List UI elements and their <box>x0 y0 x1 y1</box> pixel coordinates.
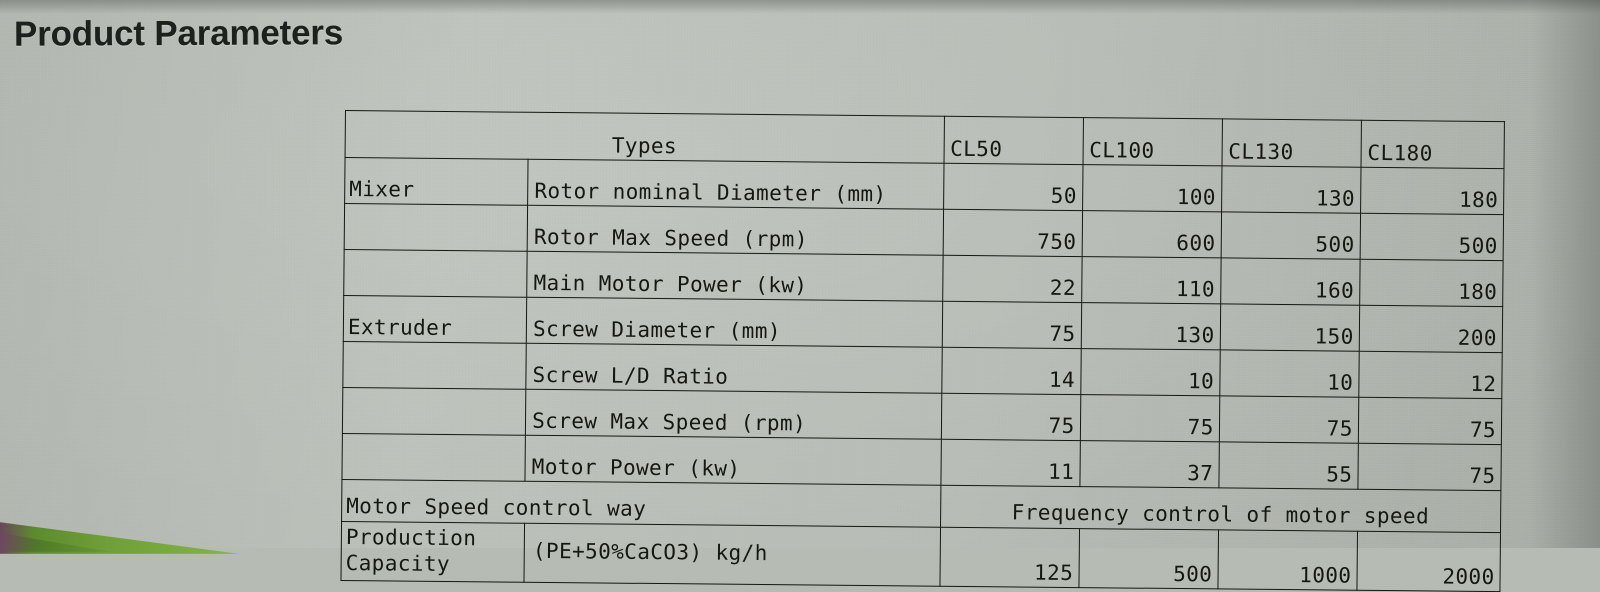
cell-value: 180 <box>1360 167 1504 215</box>
cell-value: 75 <box>1219 395 1359 444</box>
cell-value: 14 <box>941 347 1081 395</box>
product-parameters-table: Types CL50 CL100 CL130 CL180 Mixer Rotor… <box>340 110 1505 592</box>
cell-value: 12 <box>1358 351 1503 399</box>
column-header-cl50: CL50 <box>943 116 1084 165</box>
row-item-label: Screw Diameter (mm) <box>526 297 943 348</box>
cell-value: 110 <box>1081 256 1221 304</box>
cell-value: 150 <box>1219 303 1360 352</box>
production-capacity-label-line1: Production <box>345 525 477 551</box>
cell-value: 600 <box>1081 210 1222 258</box>
group-label-continuation <box>341 433 526 482</box>
cell-value: 50 <box>943 163 1083 211</box>
column-header-cl180: CL180 <box>1360 120 1505 169</box>
cell-value: 75 <box>1358 397 1502 445</box>
cell-value: 500 <box>1359 213 1504 261</box>
row-item-label: Motor Power (kw) <box>525 435 941 486</box>
cell-value: 160 <box>1220 257 1360 306</box>
table-row-production-capacity: Production Capacity (PE+50%CaCO3) kg/h 1… <box>340 521 1501 592</box>
cell-value: 55 <box>1218 441 1359 490</box>
cell-value: 10 <box>1080 348 1220 396</box>
group-label-continuation <box>342 387 526 436</box>
group-label-mixer: Mixer <box>344 157 529 206</box>
cell-value: 75 <box>941 301 1082 349</box>
product-parameters-table-wrapper: Types CL50 CL100 CL130 CL180 Mixer Rotor… <box>340 110 1505 592</box>
group-label-extruder: Extruder <box>343 295 527 344</box>
cell-value: 100 <box>1082 164 1222 212</box>
production-capacity-label-line2: Capacity <box>345 550 451 576</box>
page-title: Product Parameters <box>13 13 344 54</box>
motor-speed-control-label: Motor Speed control way <box>341 479 941 528</box>
cell-value: 130 <box>1221 165 1361 214</box>
production-capacity-label: Production Capacity <box>340 521 525 583</box>
cell-value: 130 <box>1080 302 1221 350</box>
right-shadow <box>1530 0 1600 548</box>
cell-value: 2000 <box>1356 531 1501 592</box>
cell-value: 500 <box>1220 211 1361 260</box>
group-label-continuation <box>343 249 528 298</box>
row-item-label: Rotor Max Speed (rpm) <box>527 205 944 256</box>
cell-value: 75 <box>1079 394 1220 442</box>
top-shadow <box>0 0 1600 14</box>
cell-value: 22 <box>942 255 1082 303</box>
cell-value: 75 <box>940 393 1081 441</box>
cell-value: 10 <box>1219 349 1360 398</box>
cell-value: 75 <box>1357 443 1502 491</box>
column-header-cl100: CL100 <box>1082 117 1223 166</box>
motor-speed-control-value: Frequency control of motor speed <box>940 485 1501 533</box>
cell-value: 500 <box>1078 528 1219 590</box>
cell-value: 200 <box>1359 305 1503 353</box>
cell-value: 11 <box>940 439 1080 487</box>
group-label-continuation <box>344 203 528 252</box>
types-header-cell: Types <box>345 110 944 164</box>
row-item-label: Screw L/D Ratio <box>525 343 942 394</box>
cell-value: 37 <box>1079 440 1220 488</box>
column-header-cl130: CL130 <box>1221 118 1362 168</box>
cell-value: 1000 <box>1217 529 1358 591</box>
cell-value: 180 <box>1359 259 1504 307</box>
group-label-continuation <box>342 341 527 390</box>
paper-background <box>0 0 1600 548</box>
photo-grain-overlay <box>0 0 1600 548</box>
cell-value: 750 <box>942 209 1083 257</box>
row-item-label: Rotor nominal Diameter (mm) <box>527 159 944 210</box>
row-item-label: Main Motor Power (kw) <box>526 251 943 302</box>
row-item-label: Screw Max Speed (rpm) <box>525 389 942 440</box>
cell-value: 125 <box>939 527 1080 588</box>
production-capacity-item: (PE+50%CaCO3) kg/h <box>524 523 941 587</box>
